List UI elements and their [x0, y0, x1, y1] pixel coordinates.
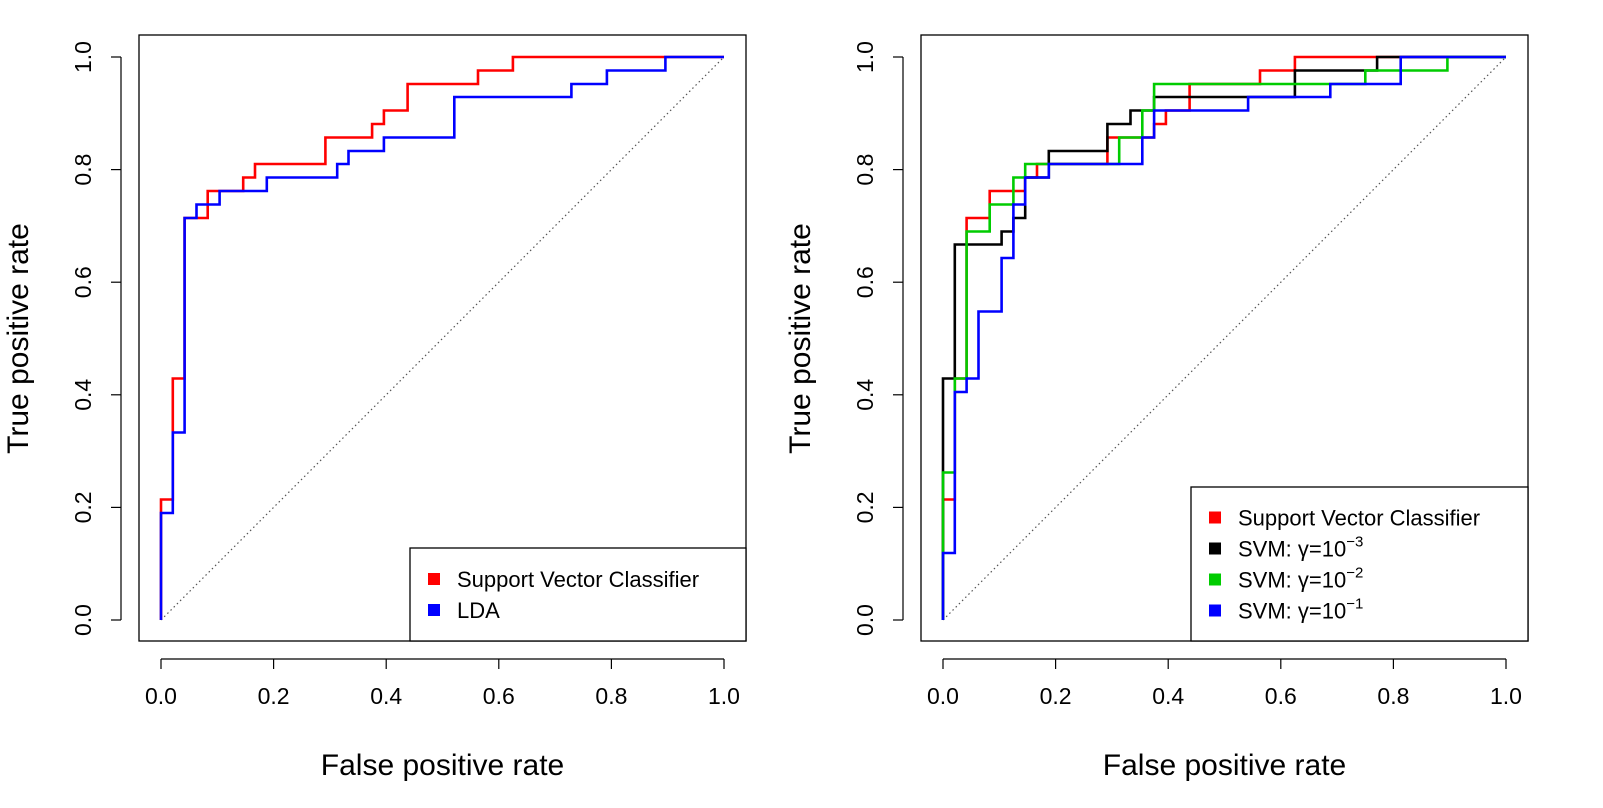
legend-swatch-2 [428, 604, 440, 616]
y-axis-label: True positive rate [2, 223, 35, 454]
legend-label-3: SVM: γ=10−2 [1238, 565, 1363, 593]
legend-exponent: −2 [1346, 565, 1363, 582]
x-tick-label: 0.2 [258, 683, 290, 709]
roc-curve-4 [941, 55, 1506, 620]
legend-swatch-3 [1209, 573, 1221, 586]
legend-label-1: Support Vector Classifier [457, 567, 699, 592]
x-tick-label: 0.6 [483, 683, 515, 709]
y-axis: 0.0 0.2 0.4 0.6 0.8 1.0 True positive rate [784, 41, 904, 636]
y-tick-label: 0.8 [70, 154, 96, 186]
legend-label-2: SVM: γ=10−3 [1238, 534, 1363, 562]
x-tick-label: 0.2 [1040, 683, 1072, 709]
legend: Support Vector Classifier LDA [409, 547, 747, 642]
diagonal-reference-line [160, 56, 725, 621]
roc-curve-2 [159, 55, 724, 620]
x-axis: 0.0 0.2 0.4 0.6 0.8 1.0 False positive rate [145, 658, 740, 782]
legend-swatch-4 [1209, 604, 1221, 617]
legend-swatch-1 [1209, 511, 1221, 524]
x-tick-label: 0.0 [927, 683, 959, 709]
y-tick-label: 0.4 [70, 379, 96, 411]
y-axis-label: True positive rate [784, 223, 817, 454]
legend-label-1: Support Vector Classifier [1238, 506, 1480, 531]
x-axis-label: False positive rate [321, 749, 564, 782]
y-tick-label: 0.2 [852, 491, 878, 523]
legend-exponent: −1 [1346, 596, 1363, 613]
y-tick-label: 0.4 [852, 379, 878, 411]
y-tick-label: 1.0 [70, 41, 96, 73]
x-tick-label: 0.8 [595, 683, 627, 709]
x-tick-label: 0.8 [1377, 683, 1409, 709]
x-axis-label: False positive rate [1103, 749, 1346, 782]
legend-box [409, 547, 747, 642]
x-tick-label: 0.6 [1265, 683, 1297, 709]
legend-label-4: SVM: γ=10−1 [1238, 596, 1363, 624]
y-tick-label: 0.6 [70, 266, 96, 298]
y-tick-label: 0.0 [70, 604, 96, 636]
y-tick-label: 0.0 [852, 604, 878, 636]
x-tick-label: 0.0 [145, 683, 177, 709]
x-tick-label: 1.0 [1490, 683, 1522, 709]
x-tick-label: 1.0 [708, 683, 740, 709]
y-tick-label: 0.8 [852, 154, 878, 186]
legend-swatch-2 [1209, 542, 1221, 555]
legend-label-2: LDA [457, 598, 500, 623]
x-axis: 0.0 0.2 0.4 0.6 0.8 1.0 False positive rate [927, 658, 1522, 782]
legend-box [1190, 486, 1529, 642]
legend-exponent: −3 [1346, 534, 1363, 551]
y-tick-label: 0.2 [70, 491, 96, 523]
y-axis: 0.0 0.2 0.4 0.6 0.8 1.0 True positive rate [2, 41, 122, 636]
legend: Support Vector Classifier SVM: γ=10−3 SVM:… [1190, 486, 1529, 642]
x-tick-label: 0.4 [1152, 683, 1184, 709]
y-tick-label: 0.6 [852, 266, 878, 298]
legend-swatch-1 [428, 573, 440, 585]
y-tick-label: 1.0 [852, 41, 878, 73]
roc-curve-2 [941, 55, 1506, 620]
x-tick-label: 0.4 [370, 683, 402, 709]
